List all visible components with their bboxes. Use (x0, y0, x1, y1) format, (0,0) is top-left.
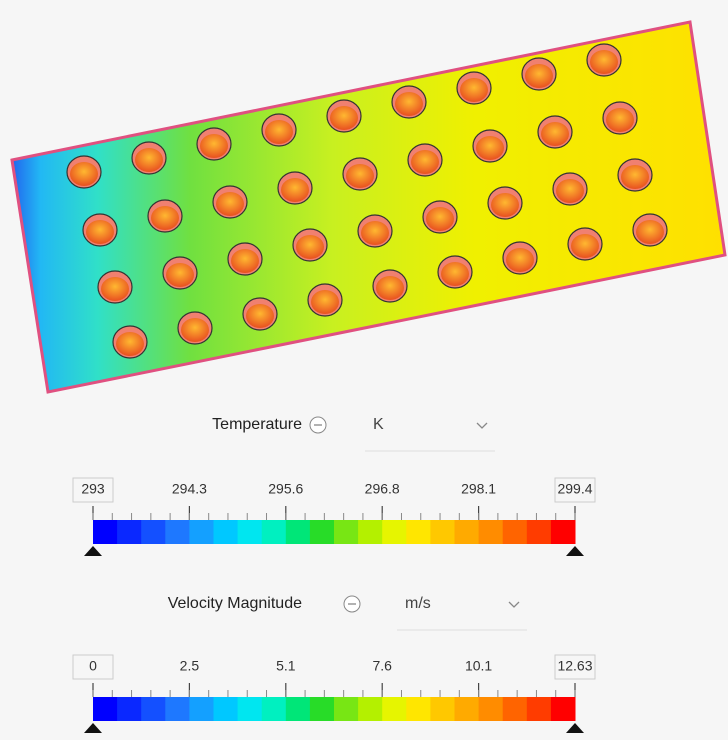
color-segment (262, 697, 287, 721)
color-segment (286, 697, 311, 721)
color-segment (382, 520, 407, 544)
tick-label: 296.8 (365, 481, 400, 497)
pin-top (346, 164, 374, 188)
legend-title: Temperature (212, 416, 302, 433)
pin-top (265, 120, 293, 144)
pin-top (296, 235, 324, 259)
color-segment (262, 520, 287, 544)
color-segment (165, 697, 190, 721)
pin-top (621, 165, 649, 189)
color-segment (358, 697, 383, 721)
color-segment (165, 520, 190, 544)
color-segment (479, 697, 504, 721)
pin-top (541, 122, 569, 146)
color-segment (406, 520, 431, 544)
pin-top (426, 207, 454, 231)
pin-top (411, 150, 439, 174)
pin-top (101, 277, 129, 301)
pin-top (330, 106, 358, 130)
color-segment (527, 520, 552, 544)
tick-label: 293 (81, 481, 105, 497)
color-segment (93, 520, 118, 544)
color-segment (479, 520, 504, 544)
color-segment (310, 520, 335, 544)
pin-top (556, 179, 584, 203)
color-segment (117, 697, 142, 721)
pin-top (216, 192, 244, 216)
pin-top (636, 220, 664, 244)
color-segment (93, 697, 118, 721)
color-segment (238, 697, 263, 721)
tick-label: 2.5 (180, 658, 200, 674)
pin-top (181, 318, 209, 342)
pin-top (491, 193, 519, 217)
pin-top (476, 136, 504, 160)
color-segment (214, 697, 239, 721)
pin-top (231, 249, 259, 273)
tick-label: 0 (89, 658, 97, 674)
color-segment (334, 697, 359, 721)
tick-label: 10.1 (465, 658, 492, 674)
tick-label: 12.63 (557, 658, 592, 674)
color-segment (358, 520, 383, 544)
color-segment (141, 697, 166, 721)
color-segment (551, 697, 576, 721)
pin-top (441, 262, 469, 286)
color-segment (527, 697, 552, 721)
pin-top (281, 178, 309, 202)
pin-top (70, 162, 98, 186)
color-segment (503, 520, 528, 544)
pin-top (376, 276, 404, 300)
pin-top (246, 304, 274, 328)
color-segment (382, 697, 407, 721)
pin-top (395, 92, 423, 116)
pin-top (571, 234, 599, 258)
pin-top (506, 248, 534, 272)
tick-label: 7.6 (372, 658, 392, 674)
pin-top (361, 221, 389, 245)
color-segment (430, 520, 455, 544)
color-segment (455, 520, 480, 544)
pin-top (460, 78, 488, 102)
pin-top (200, 134, 228, 158)
color-segment (406, 697, 431, 721)
unit-label: K (373, 416, 384, 433)
color-segment (503, 697, 528, 721)
page: Temperature K 293 294.3 295.6 296.8 298.1 299.4… (0, 0, 728, 740)
color-segment (189, 697, 214, 721)
pin-top (151, 206, 179, 230)
color-segment (551, 520, 576, 544)
unit-label: m/s (405, 595, 431, 612)
color-segment (430, 697, 455, 721)
pin-top (606, 108, 634, 132)
tick-label: 294.3 (172, 481, 207, 497)
color-segment (455, 697, 480, 721)
color-segment (117, 520, 142, 544)
pin-top (86, 220, 114, 244)
color-segment (141, 520, 166, 544)
pin-top (525, 64, 553, 88)
pin-top (135, 148, 163, 172)
tick-label: 295.6 (268, 481, 303, 497)
unit-dropdown[interactable] (365, 405, 495, 451)
tick-label: 5.1 (276, 658, 296, 674)
pin-top (166, 263, 194, 287)
color-segment (286, 520, 311, 544)
legend-title: Velocity Magnitude (168, 595, 302, 612)
tick-label: 298.1 (461, 481, 496, 497)
pin-top (590, 50, 618, 74)
pin-top (311, 290, 339, 314)
color-segment (334, 520, 359, 544)
color-segment (238, 520, 263, 544)
color-segment (189, 520, 214, 544)
pin-top (116, 332, 144, 356)
tick-label: 299.4 (557, 481, 592, 497)
color-segment (214, 520, 239, 544)
color-segment (310, 697, 335, 721)
